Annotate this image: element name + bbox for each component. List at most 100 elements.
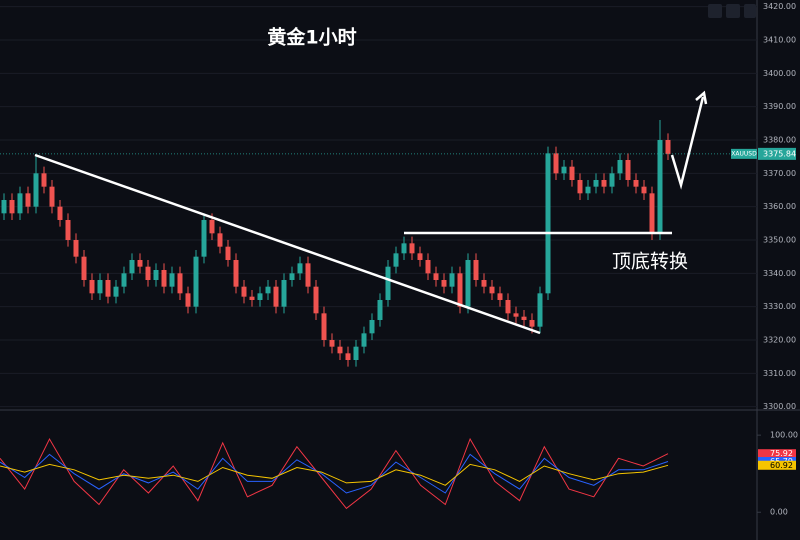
button[interactable] [744, 4, 756, 18]
candle-body [449, 273, 455, 287]
y-tick-label: 3320.00 [763, 336, 796, 345]
candle-body [241, 286, 247, 297]
candle-body [345, 353, 351, 360]
price-tag-label: 3375.84 [763, 149, 796, 158]
candle-body [505, 300, 511, 314]
candle-body [465, 260, 471, 307]
candle-body [417, 253, 423, 260]
candle-body [353, 346, 359, 360]
candle-body [393, 253, 399, 267]
candle-body [65, 220, 71, 240]
value-tag-label: 60.92 [770, 461, 793, 470]
candle-body [481, 280, 487, 287]
candle-body [313, 286, 319, 314]
candle-body [145, 266, 151, 280]
y-tick-label: 3370.00 [763, 169, 796, 178]
drawings [34, 90, 708, 335]
candle-body [193, 256, 199, 307]
candle-body [41, 173, 47, 187]
candle-body [185, 293, 191, 307]
candle-body [489, 286, 495, 294]
candle-body [457, 273, 463, 307]
candle-body [385, 266, 391, 300]
candle-body [401, 243, 407, 254]
candle-body [617, 160, 623, 174]
button[interactable] [708, 4, 722, 18]
candle-body [289, 273, 295, 280]
candle-body [585, 186, 591, 194]
candle-body [577, 180, 583, 194]
candle-body [113, 286, 119, 297]
candle-body [337, 346, 343, 354]
candle-body [9, 200, 15, 214]
y-tick-label: 3410.00 [763, 36, 796, 45]
y-tick-label: 3380.00 [763, 136, 796, 145]
candle-body [97, 280, 103, 294]
y-tick-label: 0.00 [770, 508, 788, 517]
y-tick-label: 3420.00 [763, 2, 796, 11]
candle-body [57, 206, 63, 220]
marks: 3300.00 3310.00 3320.00 3330.00 3340.00 3350.… [0, 2, 798, 517]
price-tag [758, 147, 796, 160]
candle-body [217, 233, 223, 247]
y-tick-label: 3350.00 [763, 236, 796, 245]
candle-body [201, 220, 207, 257]
candle-body [33, 173, 39, 207]
candle-body [209, 220, 215, 234]
button[interactable] [726, 4, 740, 18]
candle-body [81, 256, 87, 280]
y-tick-label: 3400.00 [763, 69, 796, 78]
y-tick-label: 3390.00 [763, 102, 796, 111]
candle-body [593, 180, 599, 187]
candle-body [441, 280, 447, 287]
candle-body [521, 316, 527, 320]
annotation: 顶底转换 [612, 251, 688, 273]
y-tick-label: 3330.00 [763, 302, 796, 311]
candle-body [369, 320, 375, 334]
candle-body [409, 243, 415, 254]
symbol-tag [731, 148, 757, 159]
symbol-label: XAUUSD [731, 150, 757, 157]
candle-body [473, 260, 479, 280]
trend-line [34, 153, 541, 335]
candle-body [625, 160, 631, 180]
candle-body [497, 293, 503, 300]
indicator-line [0, 453, 669, 494]
y-tick-label: 3340.00 [763, 269, 796, 278]
candle-body [601, 180, 607, 187]
y-tick-label: 3300.00 [763, 402, 796, 411]
candle-body [657, 140, 663, 234]
candle-body [425, 260, 431, 274]
candle-body [545, 153, 551, 294]
candle-body [529, 320, 535, 327]
candle-body [665, 140, 671, 154]
candle-body [513, 313, 519, 317]
y-tick-label: 3310.00 [763, 369, 796, 378]
candle-body [609, 173, 615, 187]
candle-body [105, 280, 111, 297]
indicator-line [0, 463, 669, 486]
candle-body [377, 300, 383, 320]
candle-body [1, 200, 7, 214]
arrow-head [695, 90, 708, 105]
candle-body [169, 273, 175, 287]
y-tick-label: 3360.00 [763, 202, 796, 211]
candle-body [137, 260, 143, 267]
candle-body [225, 246, 231, 260]
candle-body [321, 313, 327, 340]
candle-body [89, 280, 95, 294]
candle-body [553, 153, 559, 174]
candle-body [281, 280, 287, 307]
candle-body [257, 293, 263, 300]
value-tag [758, 460, 796, 470]
candle-body [233, 260, 239, 287]
candle-body [297, 263, 303, 274]
candle-body [73, 240, 79, 257]
candle-body [305, 263, 311, 287]
value-tag-label: 75.92 [770, 449, 793, 458]
chart-title: 黄金1小时 [267, 26, 356, 49]
candle-body [129, 260, 135, 274]
candle-body [649, 193, 655, 234]
